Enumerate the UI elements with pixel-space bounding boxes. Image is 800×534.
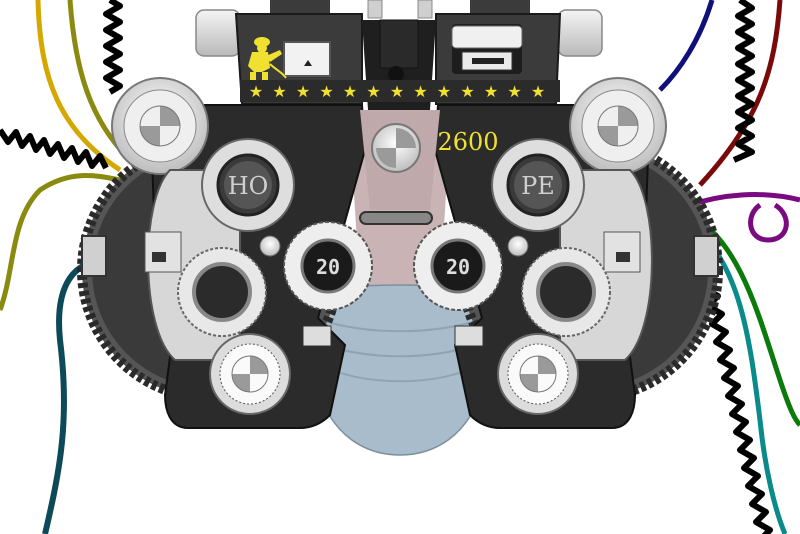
star-icon: ★ [366, 82, 380, 101]
star-icon: ★ [319, 82, 333, 101]
star-icon: ★ [272, 82, 286, 101]
left-eyepiece-unit: HO 20 [77, 77, 373, 429]
right-cylinder-label: PE [521, 172, 555, 200]
star-icon: ★ [343, 82, 357, 101]
yellow-cable [35, 0, 122, 173]
right-eyepiece-unit: PE 20 [413, 77, 723, 429]
center-bar [359, 211, 433, 225]
star-icon: ★ [531, 82, 545, 101]
left-cables [0, 0, 132, 534]
worker-logo-icon [248, 37, 287, 82]
right-small-knob[interactable] [507, 235, 529, 257]
top-right-knob[interactable] [557, 9, 603, 57]
black-coil-cable-left [0, 128, 109, 170]
left-cylinder-label: HO [228, 172, 269, 200]
navy-cable [658, 0, 715, 92]
star-row: ★ ★ ★ ★ ★ ★ ★ ★ ★ ★ ★ ★ ★ [249, 82, 545, 101]
left-window [283, 41, 331, 77]
star-icon: ★ [413, 82, 427, 101]
star-icon: ★ [249, 82, 263, 101]
right-cables [658, 0, 800, 534]
black-coil-cable-right [698, 267, 773, 534]
left-dial-value: 20 [316, 255, 340, 279]
purple-cable [689, 192, 800, 243]
star-strip [240, 80, 560, 102]
star-icon: ★ [296, 82, 310, 101]
right-side-clamp [693, 235, 719, 277]
center-bridge: 2600 [359, 110, 499, 225]
star-icon: ★ [437, 82, 451, 101]
olive-cable-lower [0, 173, 121, 311]
model-number: 2600 [437, 128, 498, 156]
teal-cable [42, 257, 101, 534]
top-left-knob[interactable] [195, 9, 241, 57]
black-coil-cable-top [103, 0, 123, 95]
right-dial-value: 20 [446, 255, 470, 279]
star-icon: ★ [484, 82, 498, 101]
black-coil-cable-right-top [732, 0, 755, 163]
star-icon: ★ [460, 82, 474, 101]
darkred-cable [698, 0, 783, 187]
right-window [451, 25, 523, 49]
left-small-knob[interactable] [259, 235, 281, 257]
green-cable [688, 212, 800, 427]
star-icon: ★ [507, 82, 521, 101]
star-icon: ★ [390, 82, 404, 101]
left-side-clamp [81, 235, 107, 277]
top-housing: ★ ★ ★ ★ ★ ★ ★ ★ ★ ★ ★ ★ ★ [195, 0, 603, 110]
